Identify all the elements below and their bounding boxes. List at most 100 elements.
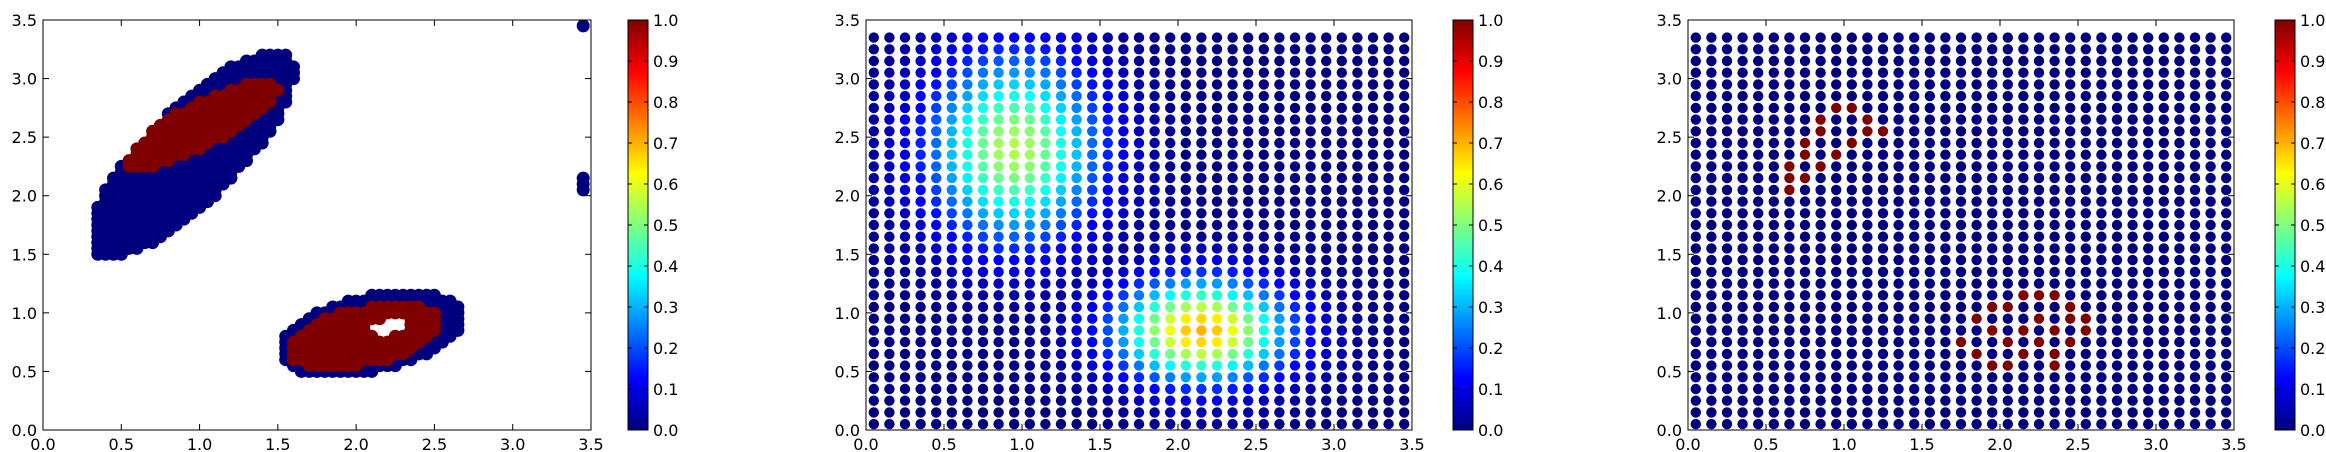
scatter-point <box>2065 149 2076 160</box>
scatter-point <box>2221 254 2232 266</box>
scatter-point <box>1987 266 1998 278</box>
scatter-point <box>1274 90 1285 102</box>
scatter-point <box>2111 325 2123 336</box>
scatter-point <box>1274 184 1285 196</box>
scatter-point <box>1690 196 1702 207</box>
scatter-point <box>2111 231 2123 242</box>
scatter-point <box>1305 196 1316 207</box>
scatter-point <box>977 418 989 430</box>
scatter-point <box>2111 55 2123 67</box>
scatter-point <box>1321 196 1332 207</box>
scatter-point <box>2049 208 2060 219</box>
scatter-point <box>899 313 911 324</box>
scatter-point <box>1305 325 1316 336</box>
scatter-point <box>1087 290 1098 301</box>
scatter-point <box>1024 102 1036 114</box>
scatter-point <box>1721 313 1733 324</box>
scatter-point <box>1846 418 1858 430</box>
scatter-point <box>1987 231 1998 242</box>
scatter-point <box>576 183 590 197</box>
scatter-point <box>2033 313 2045 324</box>
scatter-point <box>1909 219 1920 231</box>
scatter-point <box>1799 278 1811 289</box>
scatter-point <box>1352 313 1363 324</box>
scatter-point <box>868 266 879 278</box>
scatter-point <box>1971 44 1982 55</box>
scatter-point <box>2096 67 2107 78</box>
scatter-point <box>2049 231 2060 242</box>
scatter-point <box>2018 243 2029 254</box>
scatter-point <box>1753 360 1764 371</box>
scatter-point <box>1040 348 1051 360</box>
scatter-point <box>1862 348 1873 360</box>
scatter-point <box>1924 325 1936 336</box>
scatter-point <box>1909 102 1920 114</box>
scatter-point <box>1784 348 1795 360</box>
scatter-point <box>2158 137 2169 149</box>
scatter-point <box>1987 184 1998 196</box>
scatter-point <box>1768 114 1780 125</box>
scatter-point <box>2143 67 2154 78</box>
scatter-point <box>1321 126 1332 137</box>
scatter-point <box>1243 336 1254 348</box>
scatter-point <box>1862 372 1873 383</box>
scatter-point <box>1102 172 1114 184</box>
scatter-point <box>1009 407 1020 418</box>
scatter-point <box>1846 126 1858 137</box>
scatter-point <box>1274 254 1285 266</box>
scatter-point <box>1149 383 1160 395</box>
scatter-point <box>1071 360 1082 371</box>
scatter-point <box>1877 360 1889 371</box>
scatter-point <box>1289 301 1301 313</box>
scatter-point <box>1831 383 1842 395</box>
scatter-point <box>993 372 1004 383</box>
scatter-point <box>1383 184 1394 196</box>
scatter-point <box>1227 55 1238 67</box>
scatter-point <box>1721 407 1733 418</box>
scatter-point <box>2127 383 2138 395</box>
scatter-point <box>1024 313 1036 324</box>
scatter-point <box>1909 137 1920 149</box>
scatter-point <box>1133 67 1145 78</box>
colorbar-tick-label: 0.6 <box>653 175 678 194</box>
scatter-point <box>1274 348 1285 360</box>
scatter-point <box>2080 172 2091 184</box>
x-tick-label: 2.0 <box>343 435 368 452</box>
scatter-point <box>1352 266 1363 278</box>
scatter-point <box>868 79 879 90</box>
scatter-point <box>1009 395 1020 406</box>
scatter-point <box>1909 172 1920 184</box>
scatter-point <box>1133 149 1145 160</box>
x-tick-label: 0.5 <box>1753 435 1778 452</box>
scatter-point <box>1118 55 1129 67</box>
scatter-point <box>1149 172 1160 184</box>
scatter-point <box>962 243 973 254</box>
scatter-point <box>1024 360 1036 371</box>
scatter-point <box>1336 407 1348 418</box>
scatter-point <box>2096 383 2107 395</box>
scatter-point <box>1862 90 1873 102</box>
scatter-point <box>1196 325 1207 336</box>
scatter-point <box>1040 102 1051 114</box>
scatter-point <box>977 67 989 78</box>
scatter-point <box>1180 219 1192 231</box>
scatter-point <box>1799 79 1811 90</box>
scatter-point <box>1087 266 1098 278</box>
scatter-point <box>1055 55 1067 67</box>
scatter-point <box>1706 336 1717 348</box>
scatter-point <box>1753 290 1764 301</box>
scatter-point <box>1383 55 1394 67</box>
y-tick-label: 0.5 <box>1657 362 1682 381</box>
scatter-point <box>2189 32 2201 43</box>
scatter-point <box>1768 243 1780 254</box>
scatter-point <box>1352 102 1363 114</box>
scatter-point <box>1055 208 1067 219</box>
scatter-point <box>2189 418 2201 430</box>
scatter-point <box>1784 231 1795 242</box>
scatter-point <box>2111 383 2123 395</box>
scatter-point <box>1305 184 1316 196</box>
scatter-point <box>2205 32 2216 43</box>
scatter-point <box>962 313 973 324</box>
scatter-point <box>1924 67 1936 78</box>
scatter-point <box>2189 407 2201 418</box>
